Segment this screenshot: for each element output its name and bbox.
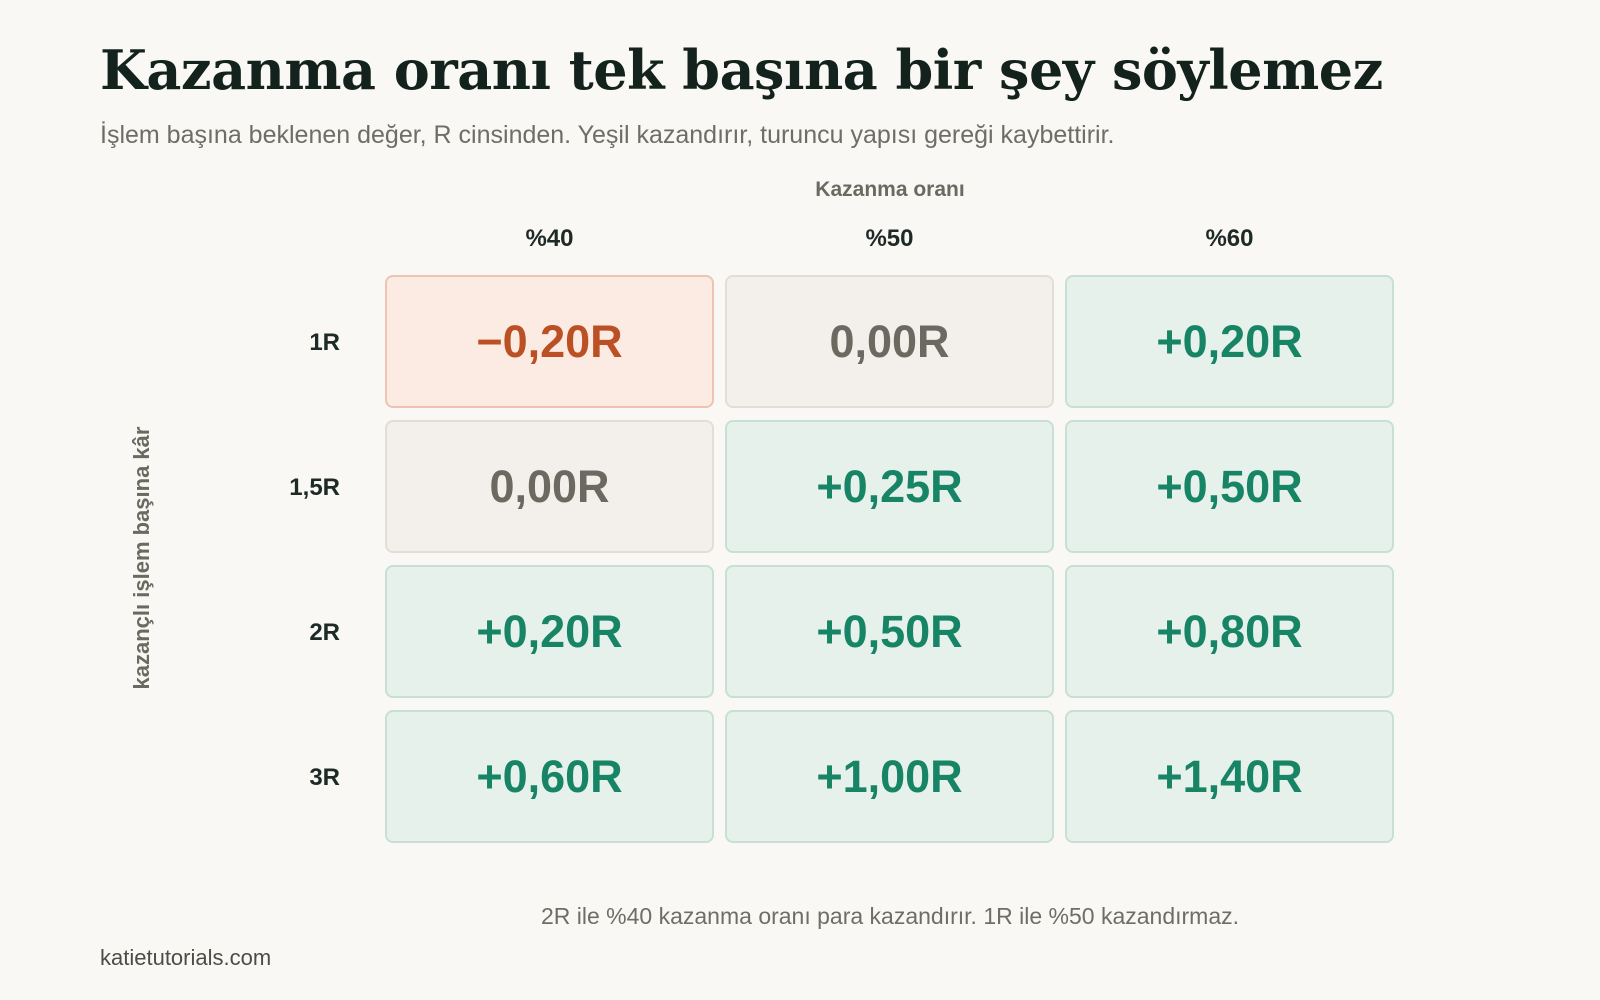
row-label-1r: 1R xyxy=(309,329,340,356)
x-axis-title: Kazanma oranı xyxy=(815,178,965,201)
heatmap-cell-r0-c1: 0,00R xyxy=(725,275,1054,408)
heatmap-cell-r2-c2: +0,80R xyxy=(1065,565,1394,698)
row-label-1-5r: 1,5R xyxy=(289,474,340,501)
heatmap-cell-r1-c0: 0,00R xyxy=(385,420,714,553)
heatmap-cell-r2-c0: +0,20R xyxy=(385,565,714,698)
heatmap-cell-r2-c1: +0,50R xyxy=(725,565,1054,698)
heatmap-cell-r1-c2: +0,50R xyxy=(1065,420,1394,553)
column-label-60: %60 xyxy=(1205,225,1254,252)
footnote: 2R ile %40 kazanma oranı para kazandırır… xyxy=(540,903,1240,929)
heatmap-cell-r1-c1: +0,25R xyxy=(725,420,1054,553)
chart-subtitle: İşlem başına beklenen değer, R cinsinden… xyxy=(100,121,1115,149)
heatmap-cell-r3-c2: +1,40R xyxy=(1065,710,1394,843)
row-label-3r: 3R xyxy=(309,764,340,791)
heatmap-cell-r0-c0: −0,20R xyxy=(385,275,714,408)
column-label-40: %40 xyxy=(525,225,574,252)
row-label-2r: 2R xyxy=(309,619,340,646)
y-axis-title: kazançlı işlem başına kâr xyxy=(129,426,154,690)
source-credit: katietutorials.com xyxy=(100,945,272,970)
column-label-50: %50 xyxy=(865,225,914,252)
heatmap-cell-r3-c1: +1,00R xyxy=(725,710,1054,843)
heatmap-cell-r3-c0: +0,60R xyxy=(385,710,714,843)
chart-title: Kazanma oranı tek başına bir şey söyleme… xyxy=(100,38,1383,102)
heatmap-cell-r0-c2: +0,20R xyxy=(1065,275,1394,408)
